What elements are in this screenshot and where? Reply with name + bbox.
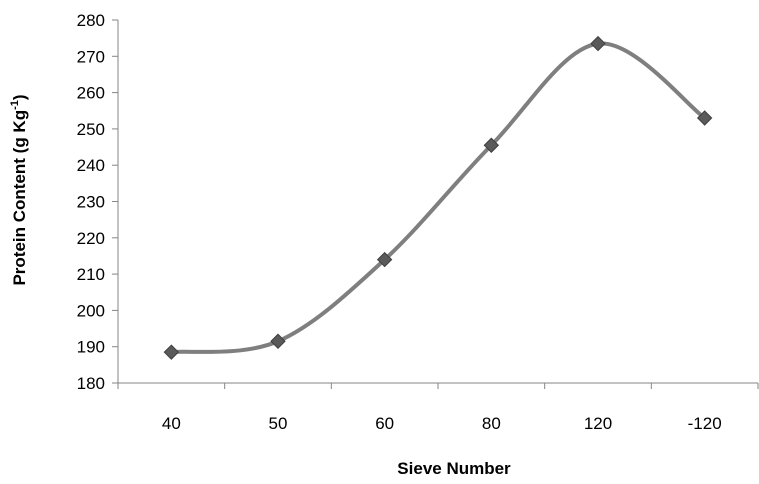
x-tick-label: 120	[584, 414, 612, 433]
series	[163, 35, 713, 360]
data-point-marker	[590, 35, 606, 52]
y-tick-label: 280	[77, 11, 105, 30]
data-point-marker	[270, 333, 286, 349]
y-tick-label: 220	[77, 229, 105, 248]
y-axis-title-main: Protein Content (g Kg	[10, 110, 29, 286]
data-point-marker	[483, 137, 500, 153]
y-tick-label: 230	[77, 193, 105, 212]
x-tick-label: 80	[482, 414, 501, 433]
axes: 180 190 200 210 220 230 240 250 260 270 280 40 50 60…	[77, 11, 759, 433]
y-tick-label: 240	[77, 156, 105, 175]
y-axis-title-superscript: -1	[9, 100, 21, 110]
y-tick-label: 200	[77, 301, 105, 320]
y-axis-title-close: )	[10, 94, 29, 100]
data-point-marker	[696, 110, 713, 126]
y-tick-label: 180	[77, 374, 105, 393]
y-tick-label: 210	[77, 265, 105, 284]
x-tick-label: -120	[688, 414, 722, 433]
y-tick-label: 260	[77, 84, 105, 103]
x-ticks: 40 50 60 80 120 -120	[117, 383, 759, 433]
x-axis-title: Sieve Number	[397, 459, 511, 478]
data-point-marker	[163, 344, 180, 360]
y-axis-title: Protein Content (g Kg-1)	[9, 94, 29, 285]
x-tick-label: 60	[375, 414, 394, 433]
y-tick-label: 250	[77, 120, 105, 139]
x-tick-label: 40	[162, 414, 181, 433]
data-point-marker	[376, 251, 393, 268]
series-line	[169, 41, 707, 355]
data-markers	[163, 35, 713, 360]
y-tick-label: 270	[77, 47, 105, 66]
y-ticks: 180 190 200 210 220 230 240 250 260 270 280	[77, 11, 118, 393]
y-tick-label: 190	[77, 338, 105, 357]
x-tick-label: 50	[269, 414, 288, 433]
